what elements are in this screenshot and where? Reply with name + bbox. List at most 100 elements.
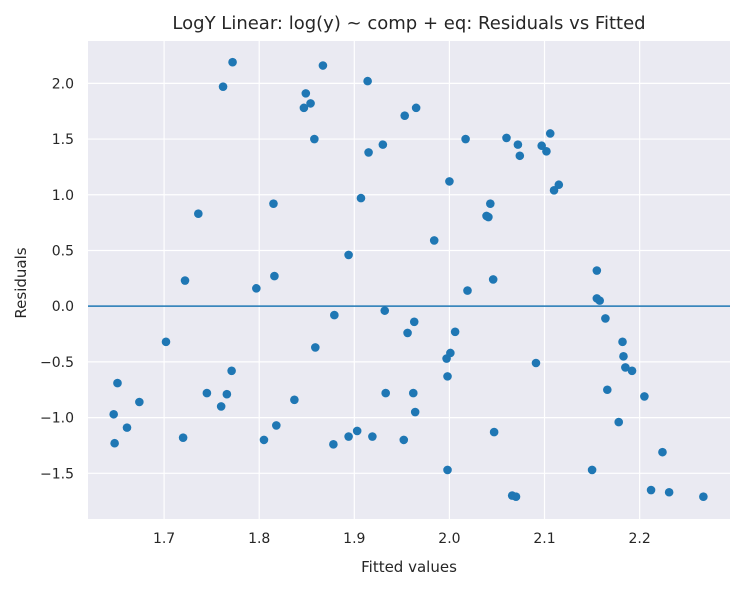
data-point bbox=[344, 250, 353, 260]
data-point bbox=[411, 103, 421, 113]
data-point bbox=[484, 212, 493, 222]
y-tick-label: 1.5 bbox=[52, 132, 74, 148]
data-point bbox=[511, 492, 521, 502]
data-point bbox=[110, 438, 119, 448]
data-point bbox=[400, 111, 410, 120]
x-tick-label: 1.8 bbox=[248, 531, 270, 547]
data-point bbox=[429, 236, 439, 245]
x-tick-label: 1.7 bbox=[153, 531, 175, 547]
data-point bbox=[619, 352, 628, 361]
y-tick-label: 0.5 bbox=[52, 243, 74, 259]
data-point bbox=[356, 193, 366, 203]
x-tick-label: 2.0 bbox=[438, 531, 460, 547]
data-point bbox=[461, 134, 470, 144]
y-tick-label: −1.0 bbox=[40, 411, 74, 427]
data-point bbox=[537, 141, 546, 151]
data-point bbox=[216, 402, 226, 411]
data-point bbox=[531, 358, 541, 368]
data-point bbox=[542, 147, 551, 156]
data-point bbox=[513, 140, 523, 149]
data-point bbox=[272, 421, 281, 430]
plot-area bbox=[88, 41, 730, 519]
data-point bbox=[122, 423, 132, 432]
x-tick-label: 1.9 bbox=[343, 531, 365, 547]
data-point bbox=[194, 209, 203, 219]
data-point bbox=[135, 397, 144, 407]
data-point bbox=[311, 343, 320, 352]
chart-title: LogY Linear: log(y) ~ comp + eq: Residua… bbox=[172, 13, 645, 34]
data-point bbox=[218, 82, 228, 91]
data-point bbox=[310, 134, 319, 144]
data-point bbox=[269, 199, 278, 208]
data-point bbox=[381, 388, 390, 398]
data-point bbox=[378, 140, 388, 149]
data-point bbox=[699, 492, 708, 502]
data-point bbox=[113, 378, 122, 388]
data-point bbox=[601, 314, 610, 323]
data-point bbox=[614, 417, 624, 427]
data-point bbox=[222, 389, 232, 399]
data-point bbox=[306, 99, 315, 108]
y-tick-label: −1.5 bbox=[40, 466, 74, 482]
data-point bbox=[587, 465, 597, 475]
data-point bbox=[252, 284, 261, 293]
data-point bbox=[627, 366, 637, 376]
data-point bbox=[109, 409, 118, 419]
y-tick-labels: −1.5 −1.0 −0.5 0.0 0.5 1.0 1.5 2.0 bbox=[40, 76, 74, 482]
data-point bbox=[202, 388, 212, 398]
data-point bbox=[640, 392, 649, 401]
data-point bbox=[363, 76, 372, 86]
data-point bbox=[380, 306, 390, 315]
data-point bbox=[502, 133, 511, 143]
x-tick-label: 2.1 bbox=[533, 531, 555, 547]
data-point bbox=[227, 366, 236, 376]
y-tick-label: 0.0 bbox=[52, 299, 74, 315]
data-point bbox=[408, 388, 418, 398]
data-point bbox=[658, 447, 667, 457]
data-point bbox=[595, 296, 604, 305]
data-point bbox=[463, 286, 472, 295]
data-point bbox=[664, 487, 674, 497]
data-point bbox=[603, 385, 612, 395]
data-point bbox=[646, 485, 656, 495]
data-point bbox=[488, 275, 498, 284]
data-point bbox=[368, 432, 377, 441]
data-point bbox=[352, 426, 362, 436]
x-axis-label: Fitted values bbox=[361, 558, 457, 576]
data-point bbox=[301, 89, 311, 98]
data-point bbox=[409, 317, 419, 327]
data-point bbox=[618, 337, 627, 347]
data-point bbox=[450, 327, 460, 337]
data-point bbox=[410, 407, 420, 417]
data-point bbox=[489, 427, 499, 437]
data-point bbox=[228, 57, 237, 67]
data-point bbox=[486, 199, 495, 208]
data-point bbox=[364, 148, 373, 157]
data-point bbox=[446, 348, 455, 358]
data-point bbox=[259, 435, 269, 445]
data-point bbox=[178, 433, 188, 442]
data-point bbox=[549, 186, 559, 195]
data-point bbox=[443, 465, 452, 475]
data-point bbox=[329, 440, 338, 449]
data-point bbox=[403, 328, 412, 338]
data-point bbox=[545, 129, 555, 138]
x-tick-labels: 1.7 1.8 1.9 2.0 2.1 2.2 bbox=[153, 531, 651, 547]
y-axis-label: Residuals bbox=[12, 247, 30, 318]
data-point bbox=[330, 310, 339, 320]
data-point bbox=[515, 151, 525, 161]
data-point bbox=[592, 266, 602, 275]
data-point bbox=[344, 432, 353, 441]
data-point bbox=[554, 180, 564, 190]
data-point bbox=[399, 435, 409, 445]
data-points bbox=[109, 57, 708, 502]
y-tick-label: 2.0 bbox=[52, 76, 74, 92]
data-point bbox=[161, 337, 171, 347]
data-point bbox=[290, 395, 299, 405]
data-point bbox=[270, 271, 279, 281]
x-tick-label: 2.2 bbox=[629, 531, 651, 547]
y-tick-label: −0.5 bbox=[40, 355, 74, 371]
data-point bbox=[180, 276, 190, 285]
data-point bbox=[443, 372, 452, 381]
